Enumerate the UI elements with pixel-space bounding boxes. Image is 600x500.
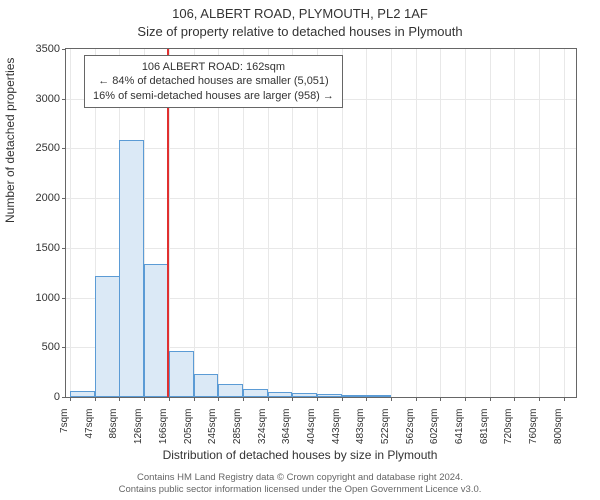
histogram-bar [70,391,95,397]
xtick-mark [317,397,318,401]
ytick-label: 3000 [10,93,60,105]
chart-container: 106, ALBERT ROAD, PLYMOUTH, PL2 1AF Size… [0,0,600,500]
ytick-label: 0 [10,391,60,403]
xtick-mark [465,397,466,401]
gridline-vertical [465,49,466,397]
x-axis-label: Distribution of detached houses by size … [0,448,600,462]
xtick-mark [292,397,293,401]
xtick-mark [490,397,491,401]
gridline-vertical [564,49,565,397]
footer: Contains HM Land Registry data © Crown c… [0,472,600,496]
xtick-mark [268,397,269,401]
histogram-bar [119,140,144,397]
xtick-mark [514,397,515,401]
ytick-mark [62,298,66,299]
gridline-vertical [514,49,515,397]
annotation-line2: ← 84% of detached houses are smaller (5,… [93,74,334,88]
gridline-vertical [70,49,71,397]
ytick-label: 1000 [10,292,60,304]
ytick-mark [62,148,66,149]
ytick-label: 2500 [10,142,60,154]
ytick-mark [62,198,66,199]
footer-line2: Contains public sector information licen… [0,484,600,496]
ytick-mark [62,397,66,398]
histogram-bar [144,264,169,397]
ytick-mark [62,248,66,249]
xtick-mark [243,397,244,401]
ytick-mark [62,49,66,50]
plot-area: 106 ALBERT ROAD: 162sqm ← 84% of detache… [65,48,577,398]
histogram-bar [218,384,243,397]
xtick-mark [391,397,392,401]
gridline-vertical [366,49,367,397]
ytick-label: 1500 [10,242,60,254]
ytick-label: 3500 [10,43,60,55]
xtick-mark [342,397,343,401]
histogram-bar [317,394,342,397]
xtick-mark [564,397,565,401]
xtick-mark [366,397,367,401]
ytick-label: 2000 [10,192,60,204]
xtick-mark [440,397,441,401]
xtick-mark [169,397,170,401]
histogram-bar [95,276,120,397]
xtick-mark [119,397,120,401]
chart-title-line2: Size of property relative to detached ho… [0,24,600,39]
histogram-bar [292,393,317,397]
gridline-vertical [391,49,392,397]
histogram-bar [243,389,268,397]
histogram-bar [366,395,391,397]
xtick-mark [194,397,195,401]
gridline-vertical [539,49,540,397]
xtick-mark [218,397,219,401]
annotation-line1: 106 ALBERT ROAD: 162sqm [93,60,334,74]
gridline-vertical [490,49,491,397]
chart-title-line1: 106, ALBERT ROAD, PLYMOUTH, PL2 1AF [0,6,600,21]
footer-line1: Contains HM Land Registry data © Crown c… [0,472,600,484]
annotation-box: 106 ALBERT ROAD: 162sqm ← 84% of detache… [84,55,343,108]
histogram-bar [194,374,219,397]
ytick-mark [62,99,66,100]
gridline-vertical [440,49,441,397]
histogram-bar [268,392,293,397]
xtick-mark [70,397,71,401]
annotation-line3: 16% of semi-detached houses are larger (… [93,89,334,103]
xtick-mark [416,397,417,401]
ytick-mark [62,347,66,348]
gridline-vertical [416,49,417,397]
xtick-mark [144,397,145,401]
xtick-mark [95,397,96,401]
histogram-bar [169,351,194,397]
xtick-mark [539,397,540,401]
ytick-label: 500 [10,341,60,353]
histogram-bar [342,395,367,397]
